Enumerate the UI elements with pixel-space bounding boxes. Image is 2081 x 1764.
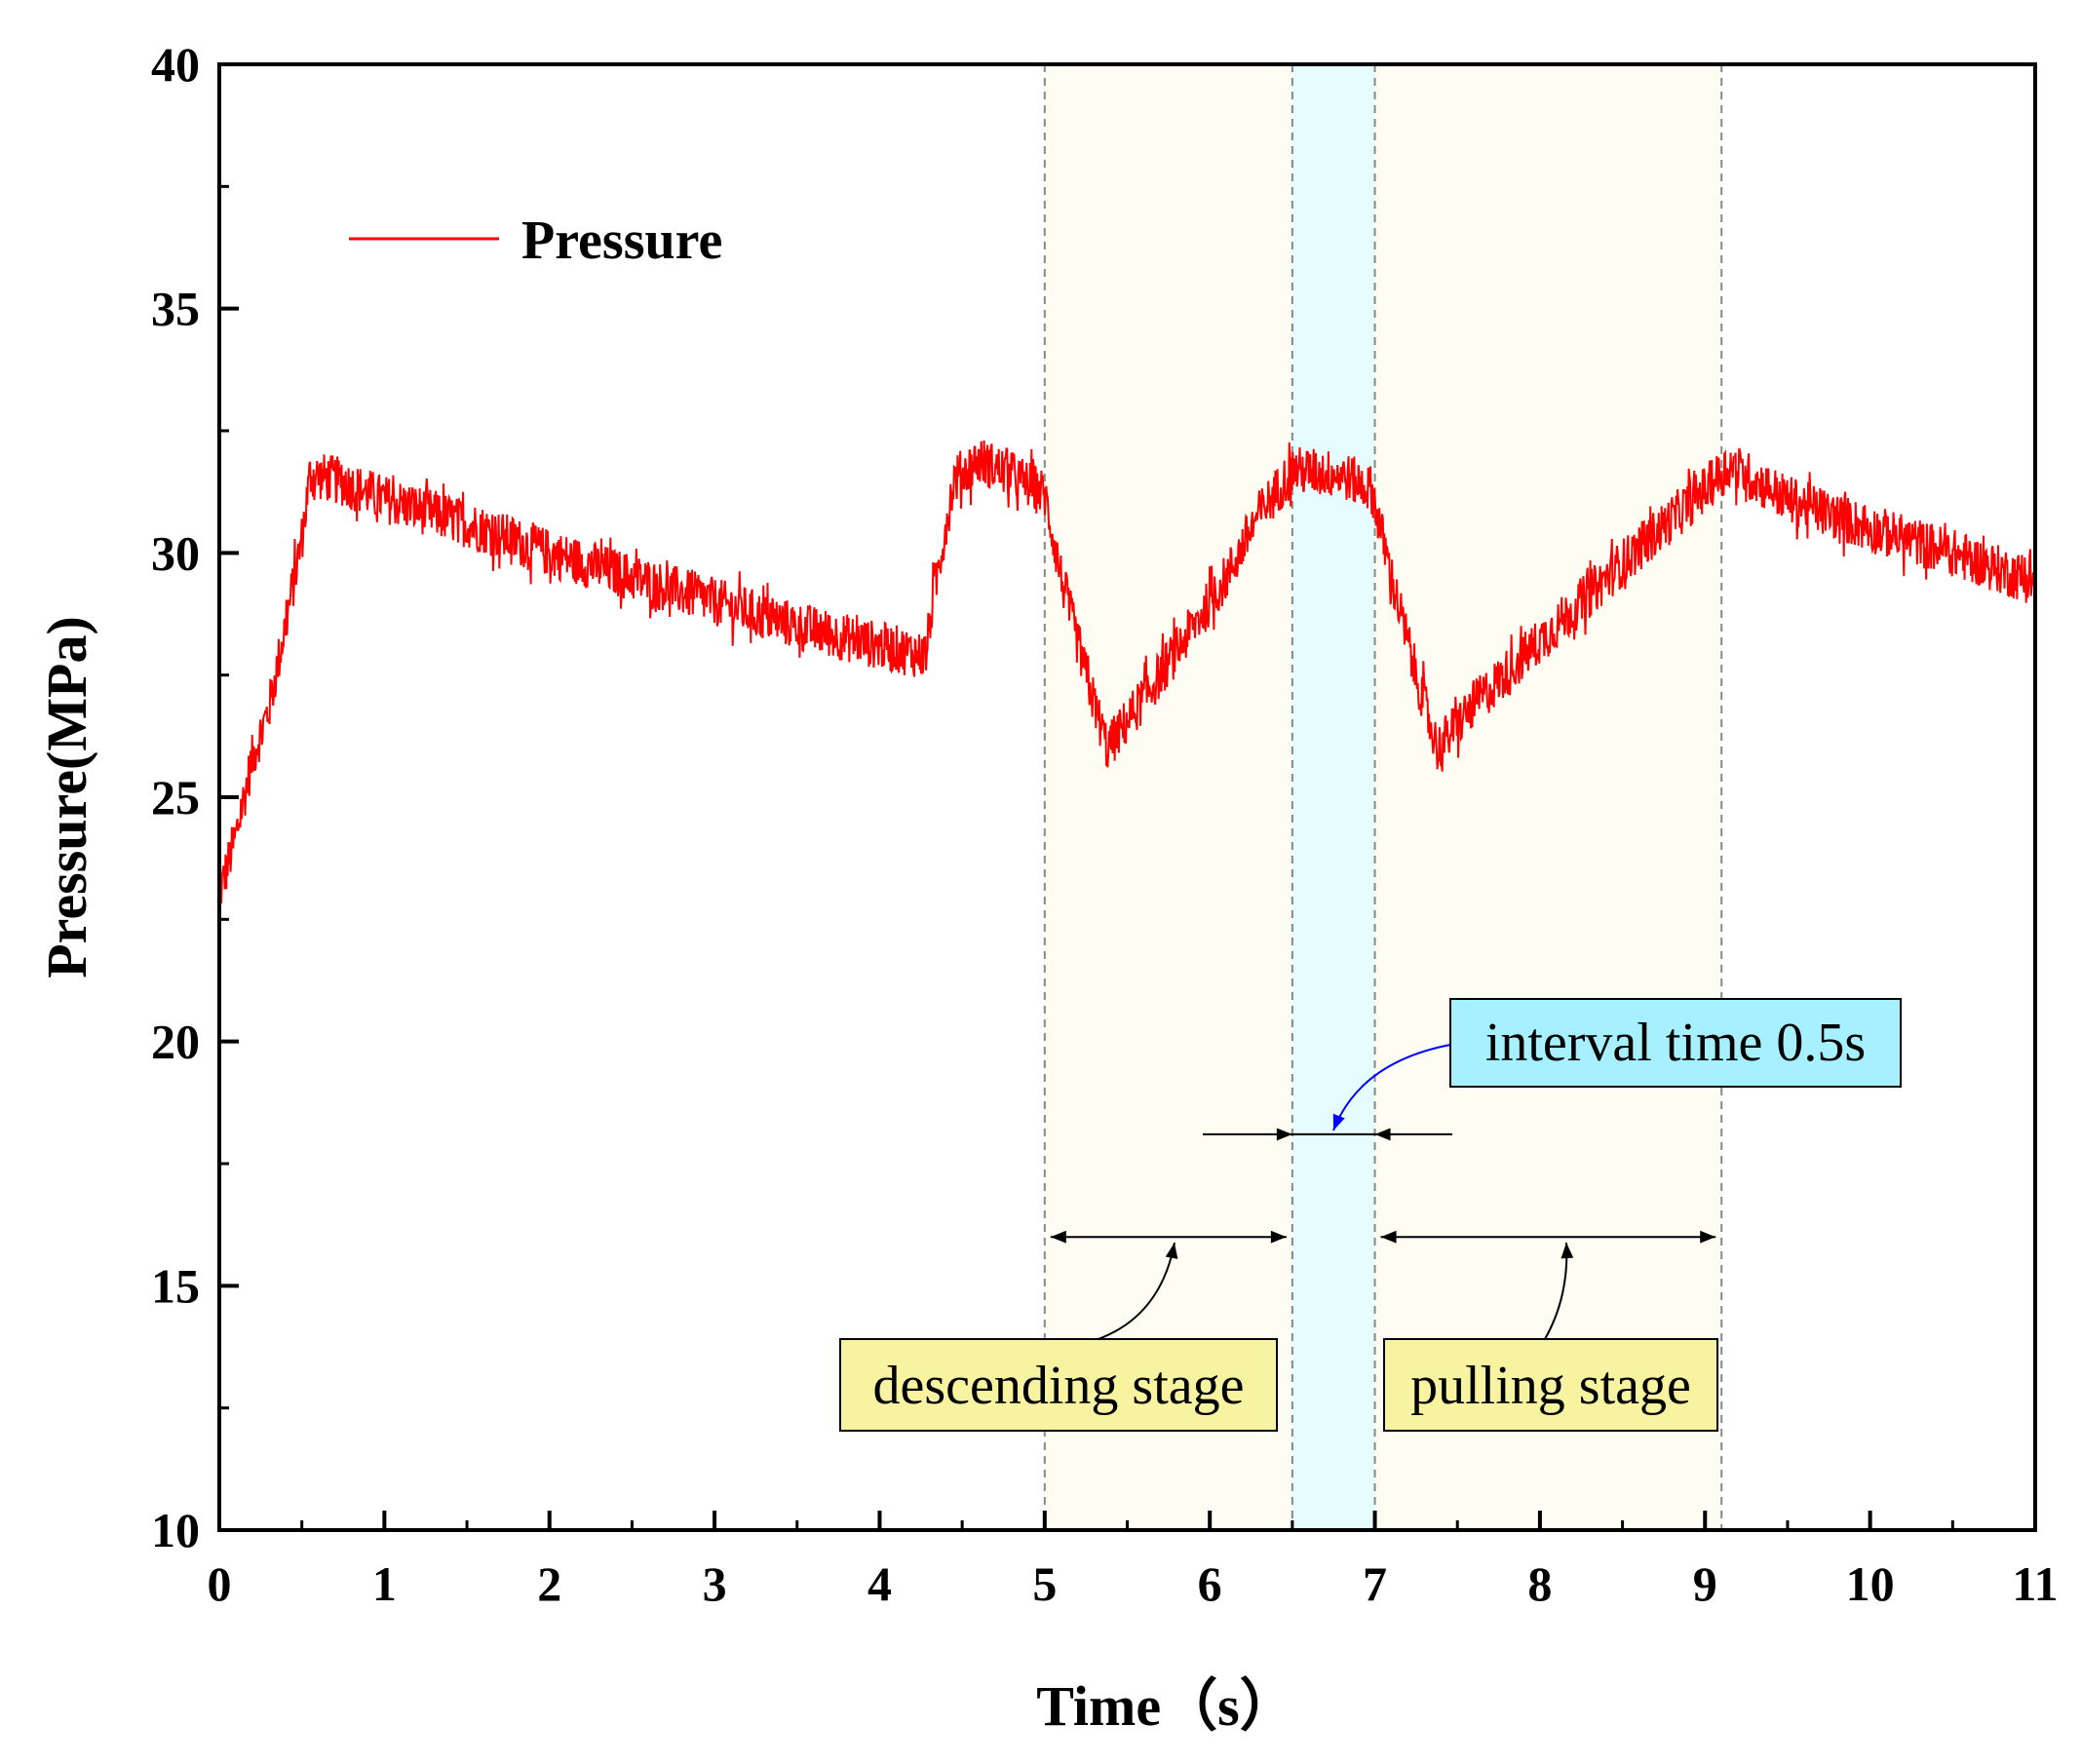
pressure-line: [218, 440, 2036, 904]
x-tick-label: 1: [372, 1556, 397, 1611]
x-tick-label: 0: [208, 1556, 232, 1611]
x-tick-label: 5: [1032, 1556, 1057, 1611]
y-tick-label: 15: [151, 1258, 200, 1313]
y-tick-label: 30: [151, 525, 200, 580]
pulling-pointer-arrow: [1544, 1242, 1574, 1340]
x-axis-title: Time（s）: [1036, 1674, 1295, 1738]
y-axis-title: Pressure(MPa): [35, 616, 98, 978]
shaded-region-2: [1374, 64, 1722, 1530]
x-axis-ticks: 0 1 2 3 4 5 6 7 8 9 10 11: [208, 1511, 2059, 1611]
legend: Pressure: [349, 211, 722, 271]
pulling-label-box: [1383, 1338, 1718, 1432]
y-tick-label: 20: [151, 1015, 200, 1069]
shaded-regions: [1044, 64, 1722, 1530]
annotations: descending stage pulling stage interval ti…: [839, 998, 1902, 1432]
x-tick-label: 10: [1846, 1556, 1895, 1611]
interval-label: interval time 0.5s: [1485, 1013, 1866, 1073]
x-tick-label: 9: [1693, 1556, 1717, 1611]
x-tick-label: 11: [2012, 1556, 2058, 1611]
y-tick-label: 35: [151, 282, 200, 336]
stage-boundary-lines: [1043, 64, 1723, 1530]
y-tick-label: 10: [151, 1503, 200, 1557]
legend-label: Pressure: [521, 211, 722, 271]
shaded-region-1: [1291, 64, 1375, 1530]
pulling-label: pulling stage: [1410, 1356, 1691, 1416]
descending-label-box: [839, 1338, 1278, 1432]
x-tick-label: 4: [867, 1556, 892, 1611]
interval-pointer-arrow: [1332, 1044, 1451, 1131]
x-tick-label: 8: [1527, 1556, 1552, 1611]
shaded-region-0: [1044, 64, 1292, 1530]
x-tick-label: 2: [537, 1556, 561, 1611]
interval-label-box: [1449, 998, 1902, 1088]
descending-label: descending stage: [873, 1356, 1245, 1416]
y-axis-ticks: 10 15 20 25 30 35 40: [151, 37, 239, 1557]
x-tick-label: 3: [703, 1556, 727, 1611]
y-tick-label: 25: [151, 770, 200, 824]
x-tick-label: 7: [1363, 1556, 1387, 1611]
x-tick-label: 6: [1198, 1556, 1222, 1611]
descending-pointer-arrow: [1089, 1242, 1178, 1343]
y-tick-label: 40: [151, 37, 200, 92]
pressure-series: [218, 440, 2036, 904]
